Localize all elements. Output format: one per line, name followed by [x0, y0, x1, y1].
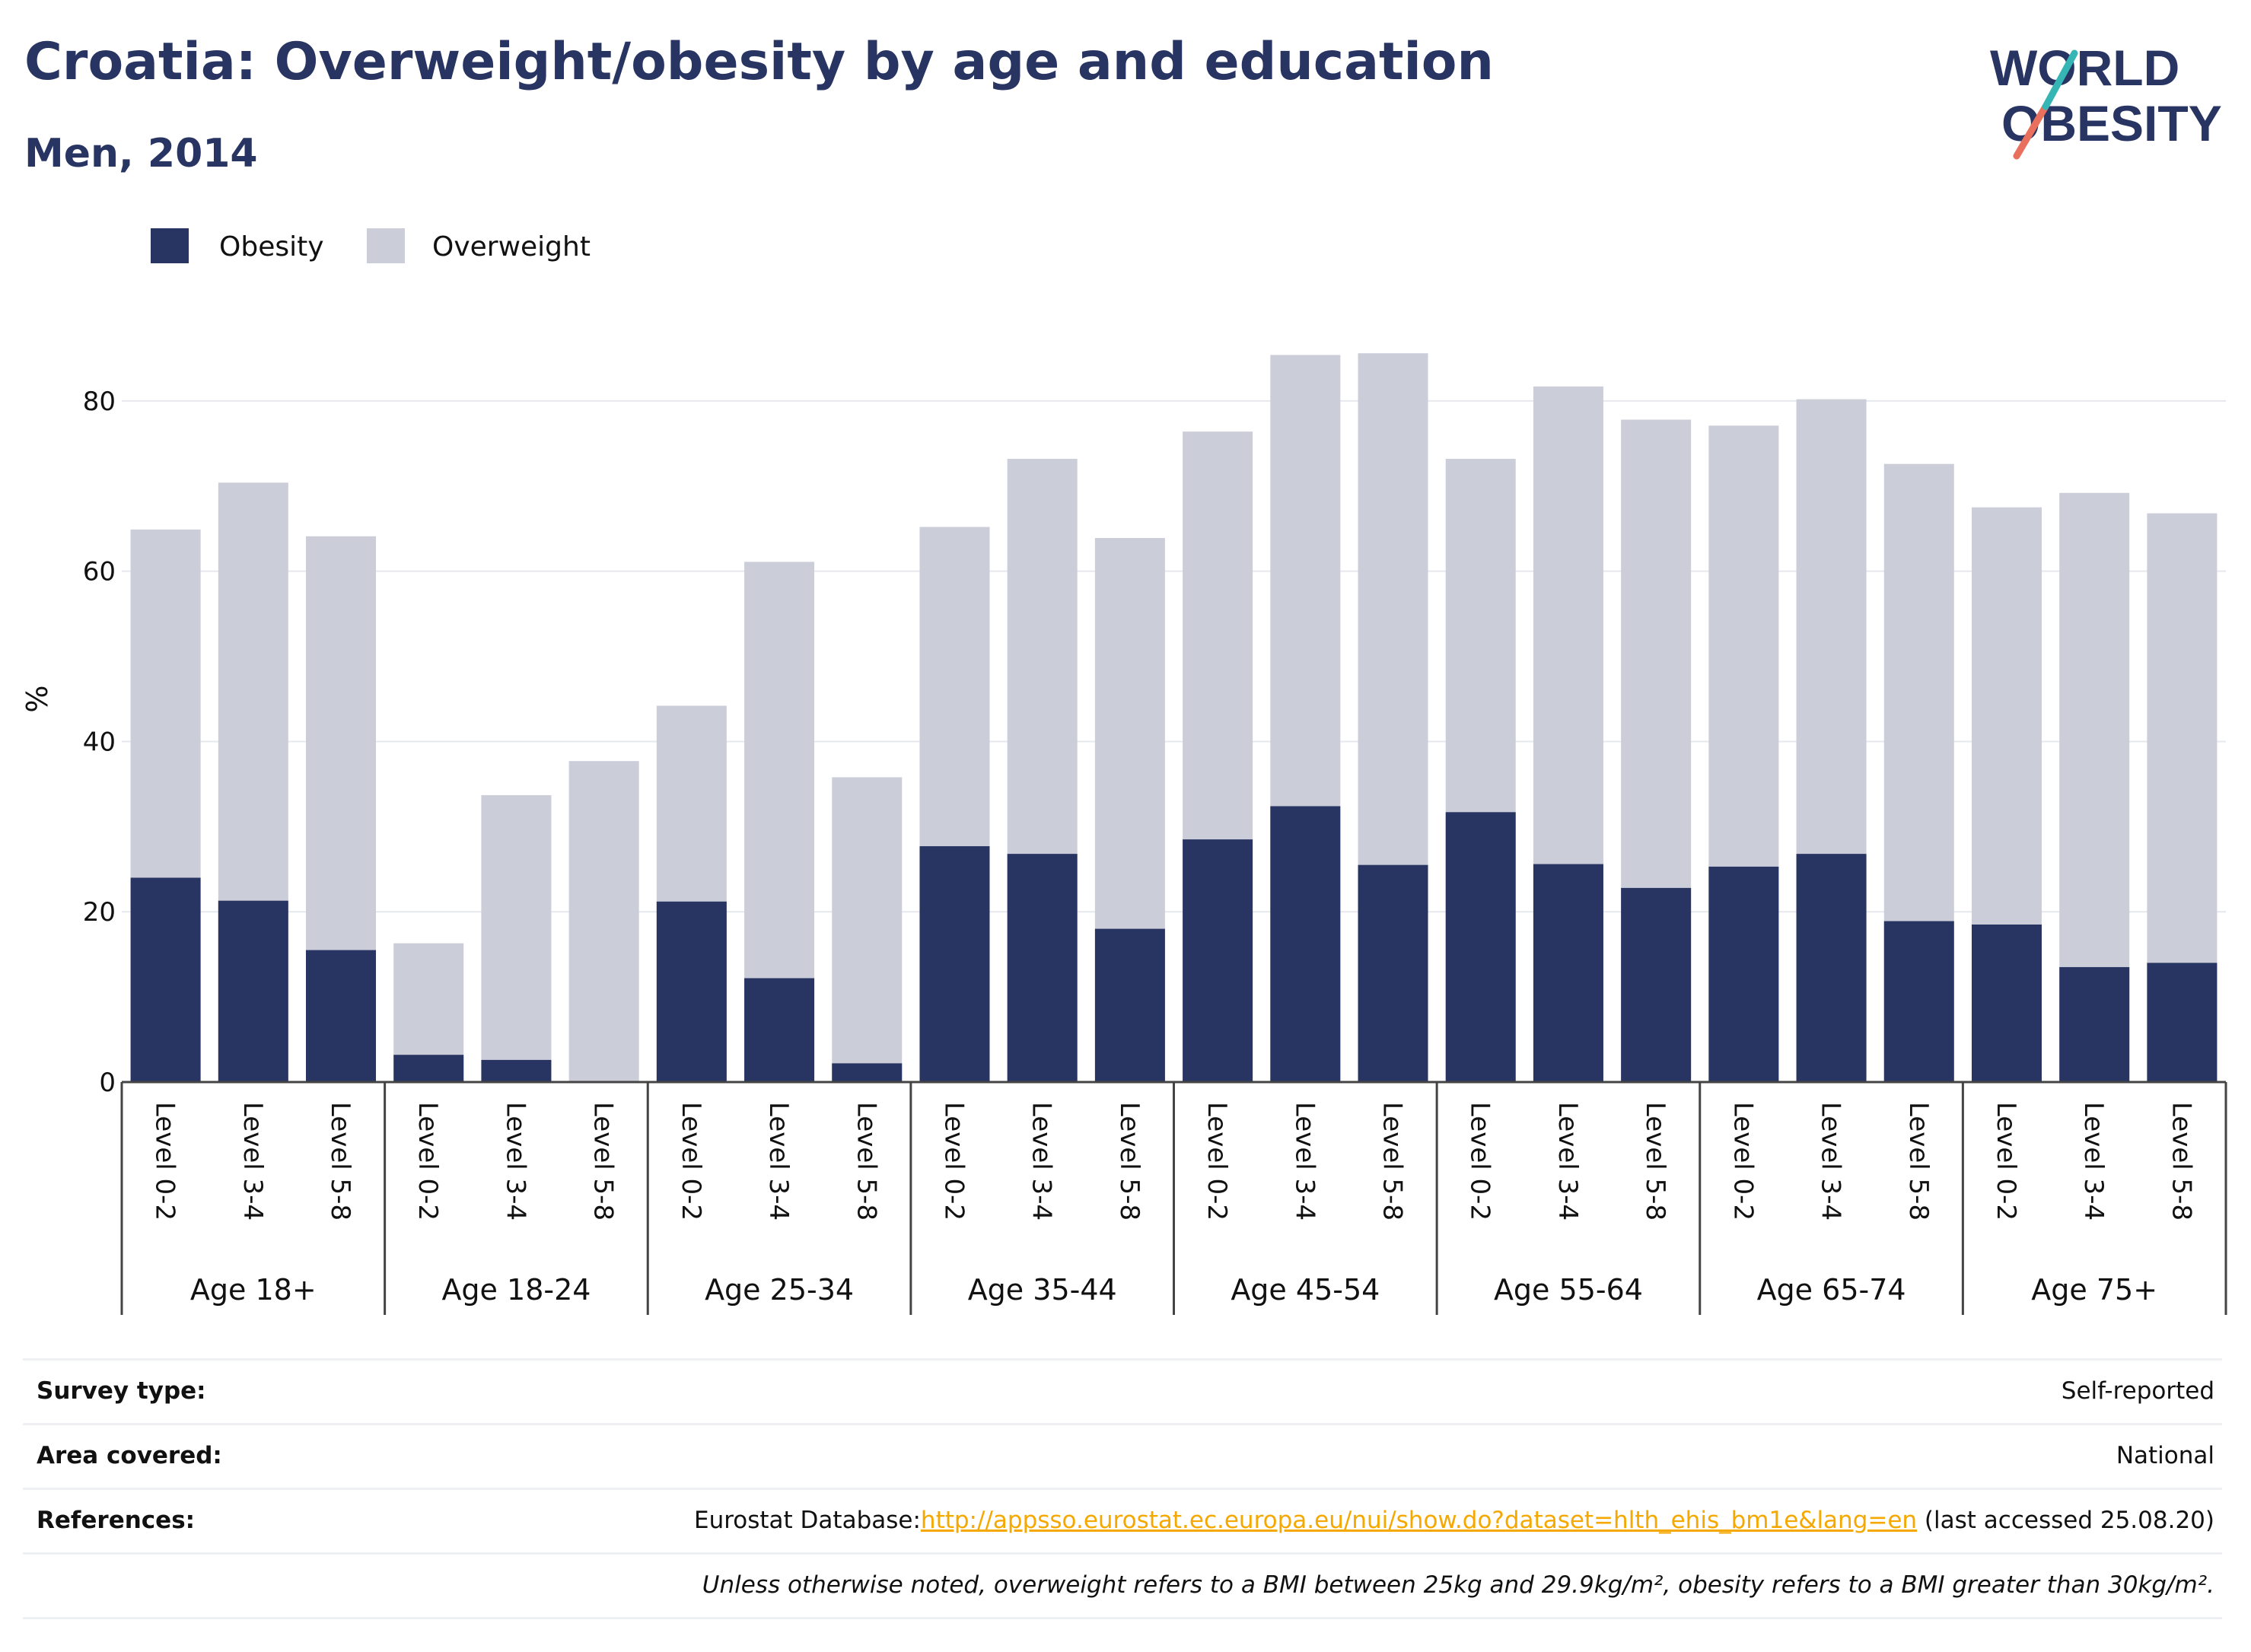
y-tick-label: 40: [83, 727, 116, 757]
bar-obesity: [1533, 864, 1603, 1082]
x-level-label: Level 0-2: [938, 1102, 969, 1221]
legend-label-overweight: Overweight: [432, 231, 591, 263]
x-level-label: Level 5-8: [588, 1102, 619, 1221]
x-level-label: Level 5-8: [1377, 1102, 1408, 1221]
y-tick-label: 0: [99, 1068, 116, 1098]
references-prefix: Eurostat Database:: [693, 1507, 921, 1534]
bar-obesity: [1883, 921, 1954, 1082]
legend-label-obesity: Obesity: [219, 231, 324, 263]
y-axis-label: %: [21, 685, 54, 712]
legend-swatch-obesity: [151, 228, 189, 263]
bar-obesity: [218, 900, 288, 1082]
x-level-label: Level 3-4: [500, 1102, 530, 1221]
bar-overweight: [481, 794, 552, 1082]
y-tick-label: 80: [83, 387, 116, 417]
bar-obesity: [1007, 854, 1078, 1082]
x-group-label: Age 65-74: [1757, 1273, 1906, 1307]
page-title: Croatia: Overweight/obesity by age and e…: [24, 32, 1494, 92]
bar-obesity: [744, 978, 815, 1082]
x-level-label: Level 5-8: [1903, 1102, 1934, 1221]
survey-type-label: Survey type:: [37, 1377, 206, 1405]
bar-overweight: [568, 761, 639, 1082]
x-level-label: Level 0-2: [1202, 1102, 1232, 1221]
area-covered-value: National: [2116, 1442, 2214, 1469]
bmi-definition-note: Unless otherwise noted, overweight refer…: [702, 1571, 2214, 1599]
bar-obesity: [481, 1059, 552, 1082]
x-level-label: Level 3-4: [1552, 1102, 1583, 1221]
bar-obesity: [1358, 864, 1428, 1082]
bar-obesity: [1796, 854, 1867, 1082]
x-group-label: Age 18-24: [441, 1273, 591, 1307]
bar-obesity: [393, 1055, 464, 1082]
bar-obesity: [130, 877, 201, 1082]
bar-obesity: [2147, 963, 2218, 1082]
references-suffix: (last accessed 25.08.20): [1917, 1507, 2214, 1534]
bar-obesity: [306, 950, 377, 1082]
x-level-label: Level 3-4: [1289, 1102, 1320, 1221]
x-level-label: Level 5-8: [851, 1102, 881, 1221]
references-value: Eurostat Database:http://appsso.eurostat…: [694, 1507, 2214, 1534]
info-row-survey: Survey type: Self-reported: [23, 1358, 2222, 1423]
bar-obesity: [1971, 925, 2042, 1082]
x-level-label: Level 0-2: [1465, 1102, 1495, 1221]
logo-slash-teal: [2042, 49, 2078, 110]
x-level-label: Level 0-2: [1991, 1102, 2021, 1221]
x-level-label: Level 5-8: [2166, 1102, 2196, 1221]
bar-obesity: [832, 1063, 903, 1082]
logo-slash-coral: [2013, 103, 2049, 160]
x-level-label: Level 0-2: [1727, 1102, 1758, 1221]
x-level-label: Level 5-8: [1114, 1102, 1145, 1221]
x-group-label: Age 18+: [190, 1273, 317, 1307]
bar-obesity: [1708, 866, 1779, 1082]
info-table: Survey type: Self-reported Area covered:…: [23, 1358, 2222, 1619]
x-level-label: Level 5-8: [1640, 1102, 1670, 1221]
area-covered-label: Area covered:: [37, 1442, 222, 1469]
bar-obesity: [1445, 812, 1516, 1082]
x-level-label: Level 5-8: [325, 1102, 355, 1221]
x-level-label: Level 3-4: [2078, 1102, 2109, 1221]
references-label: References:: [37, 1507, 196, 1534]
world-obesity-logo: WORLD OBESITY: [1990, 40, 2222, 160]
x-level-label: Level 0-2: [150, 1102, 180, 1221]
y-tick-label: 60: [83, 557, 116, 587]
x-level-label: Level 3-4: [1027, 1102, 1057, 1221]
bar-obesity: [919, 846, 990, 1082]
x-group-label: Age 35-44: [968, 1273, 1117, 1307]
bar-chart: Obesity Overweight 0 20 40 60 80% Level 0-2 Leve…: [21, 228, 2227, 1315]
bar-obesity: [1621, 887, 1692, 1082]
legend-swatch-overweight: [367, 228, 405, 263]
bar-overweight: [832, 777, 903, 1082]
bar-obesity: [1183, 839, 1253, 1082]
y-tick-label: 20: [83, 897, 116, 928]
x-level-label: Level 0-2: [412, 1102, 443, 1221]
bar-obesity: [656, 901, 727, 1082]
x-group-label: Age 55-64: [1494, 1273, 1643, 1307]
info-row-area: Area covered: National: [23, 1423, 2222, 1488]
x-level-label: Level 0-2: [676, 1102, 706, 1221]
logo-line-1: WORLD: [1990, 40, 2179, 96]
references-link[interactable]: http://appsso.eurostat.ec.europa.eu/nui/…: [920, 1507, 1918, 1534]
x-group-label: Age 45-54: [1231, 1273, 1380, 1307]
bar-obesity: [1094, 928, 1165, 1082]
bar-obesity: [2059, 966, 2130, 1082]
info-row-references: References: Eurostat Database:http://app…: [23, 1488, 2222, 1552]
x-group-label: Age 25-34: [705, 1273, 854, 1307]
page-subtitle: Men, 2014: [24, 131, 258, 177]
x-level-label: Level 3-4: [1816, 1102, 1846, 1221]
bar-obesity: [1270, 806, 1341, 1082]
x-level-label: Level 3-4: [763, 1102, 794, 1221]
x-group-label: Age 75+: [2031, 1273, 2157, 1307]
x-level-label: Level 3-4: [237, 1102, 268, 1221]
survey-type-value: Self-reported: [2061, 1377, 2214, 1405]
info-row-note: Unless otherwise noted, overweight refer…: [23, 1552, 2222, 1619]
